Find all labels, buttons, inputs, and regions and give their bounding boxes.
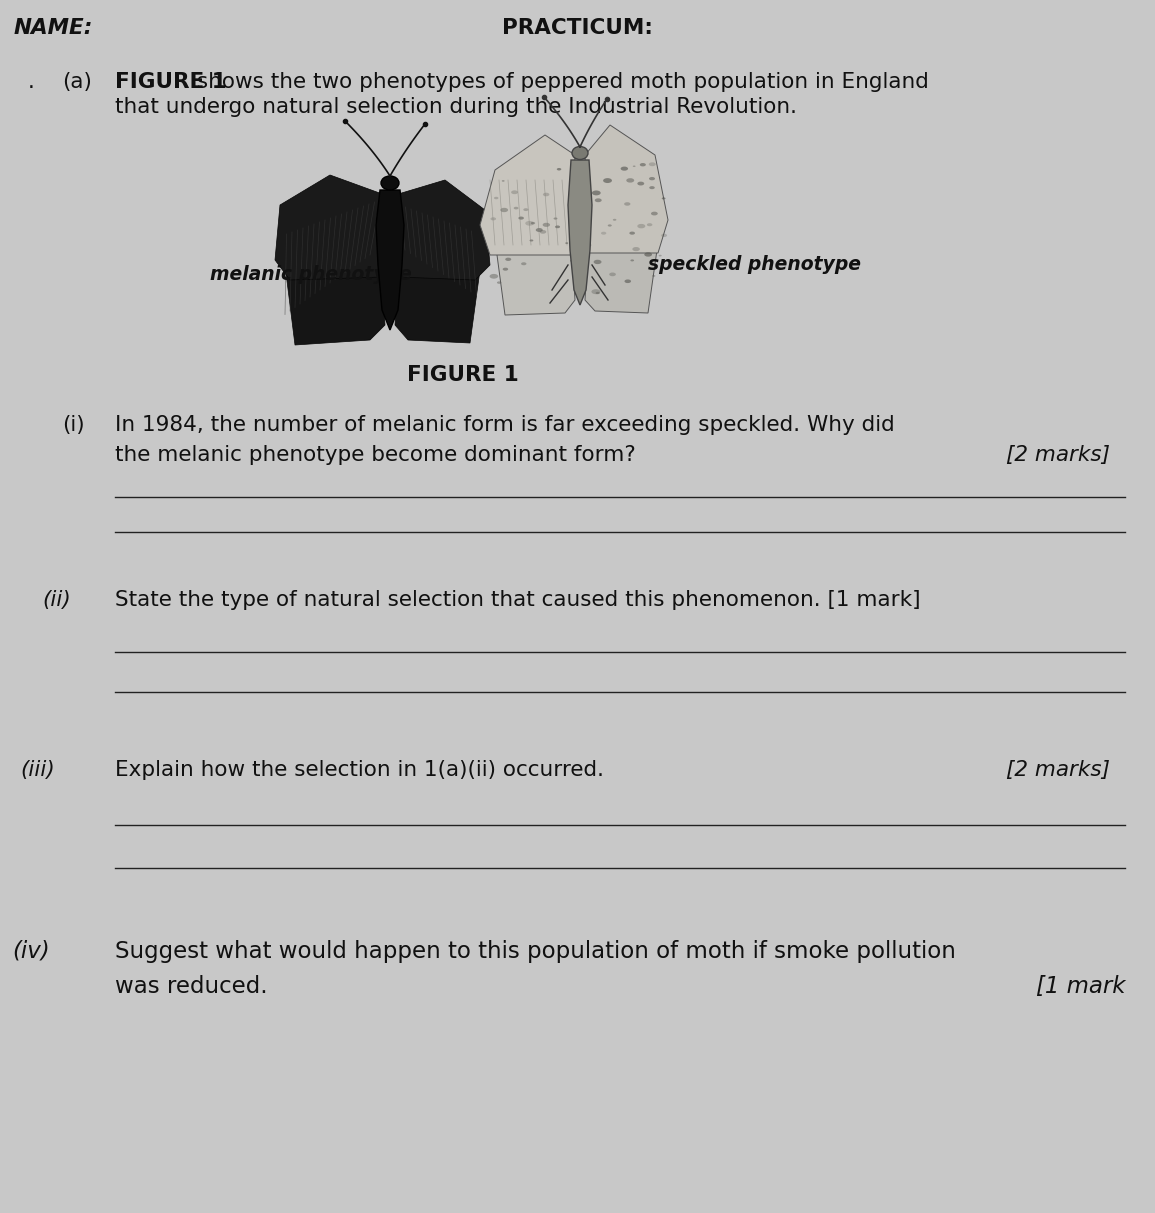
Ellipse shape — [543, 193, 550, 197]
Ellipse shape — [595, 199, 602, 203]
Ellipse shape — [640, 163, 646, 166]
Text: FIGURE 1: FIGURE 1 — [116, 72, 226, 92]
Ellipse shape — [603, 178, 612, 183]
Ellipse shape — [556, 226, 560, 228]
Ellipse shape — [591, 190, 601, 195]
Ellipse shape — [625, 279, 631, 283]
Polygon shape — [285, 264, 385, 344]
Ellipse shape — [609, 273, 616, 277]
Ellipse shape — [608, 224, 612, 227]
Text: [2 marks]: [2 marks] — [1006, 445, 1110, 465]
Text: the melanic phenotype become dominant form?: the melanic phenotype become dominant fo… — [116, 445, 635, 465]
Text: shows the two phenotypes of peppered moth population in England: shows the two phenotypes of peppered mot… — [191, 72, 929, 92]
Ellipse shape — [651, 211, 658, 216]
Ellipse shape — [491, 217, 495, 221]
Ellipse shape — [521, 262, 527, 266]
Ellipse shape — [565, 243, 568, 244]
Ellipse shape — [500, 207, 508, 212]
Ellipse shape — [620, 166, 628, 171]
Text: [1 mark: [1 mark — [1036, 975, 1125, 998]
Ellipse shape — [497, 281, 501, 284]
Text: Suggest what would happen to this population of moth if smoke pollution: Suggest what would happen to this popula… — [116, 940, 956, 963]
Text: speckled phenotype: speckled phenotype — [648, 256, 860, 274]
Ellipse shape — [512, 190, 517, 194]
Ellipse shape — [526, 221, 534, 226]
Ellipse shape — [638, 224, 646, 228]
Text: In 1984, the number of melanic form is far exceeding speckled. Why did: In 1984, the number of melanic form is f… — [116, 415, 895, 435]
Ellipse shape — [501, 181, 505, 182]
Text: melanic phenotype: melanic phenotype — [210, 266, 411, 285]
Ellipse shape — [596, 292, 599, 295]
Ellipse shape — [539, 230, 546, 234]
Text: (iv): (iv) — [12, 940, 50, 963]
Text: was reduced.: was reduced. — [116, 975, 268, 998]
Polygon shape — [584, 125, 668, 254]
Ellipse shape — [649, 163, 656, 166]
Ellipse shape — [626, 178, 634, 183]
Ellipse shape — [505, 257, 512, 261]
Ellipse shape — [514, 206, 519, 210]
Ellipse shape — [571, 260, 575, 262]
Ellipse shape — [594, 260, 602, 264]
Polygon shape — [275, 175, 385, 280]
Ellipse shape — [649, 177, 655, 181]
Text: Explain how the selection in 1(a)(ii) occurred.: Explain how the selection in 1(a)(ii) oc… — [116, 761, 604, 780]
Text: State the type of natural selection that caused this phenomenon. [1 mark]: State the type of natural selection that… — [116, 590, 921, 610]
Ellipse shape — [661, 234, 668, 237]
Ellipse shape — [633, 165, 635, 167]
Ellipse shape — [543, 223, 550, 227]
Text: that undergo natural selection during the Industrial Revolution.: that undergo natural selection during th… — [116, 97, 797, 116]
Ellipse shape — [601, 232, 606, 234]
Polygon shape — [480, 135, 575, 255]
Polygon shape — [377, 190, 404, 330]
Text: FIGURE 1: FIGURE 1 — [407, 365, 519, 385]
Ellipse shape — [502, 268, 508, 270]
Ellipse shape — [587, 182, 590, 184]
Ellipse shape — [582, 203, 590, 206]
Ellipse shape — [568, 207, 575, 211]
Ellipse shape — [519, 217, 524, 220]
Ellipse shape — [647, 223, 653, 227]
Ellipse shape — [629, 232, 635, 234]
Text: PRACTICUM:: PRACTICUM: — [501, 18, 653, 38]
Text: (iii): (iii) — [20, 761, 54, 780]
Polygon shape — [568, 160, 593, 304]
Ellipse shape — [529, 239, 534, 241]
Ellipse shape — [632, 247, 640, 251]
Ellipse shape — [553, 217, 558, 220]
Ellipse shape — [490, 274, 498, 279]
Polygon shape — [584, 243, 658, 313]
Text: (a): (a) — [62, 72, 92, 92]
Text: (i): (i) — [62, 415, 84, 435]
Text: .: . — [28, 72, 35, 92]
Ellipse shape — [662, 198, 665, 199]
Ellipse shape — [644, 252, 653, 257]
Ellipse shape — [653, 275, 655, 277]
Ellipse shape — [649, 186, 655, 189]
Ellipse shape — [624, 203, 631, 206]
Ellipse shape — [591, 289, 601, 295]
Ellipse shape — [536, 228, 543, 232]
Ellipse shape — [658, 255, 662, 256]
Ellipse shape — [557, 167, 561, 171]
Ellipse shape — [494, 197, 499, 199]
Polygon shape — [395, 270, 480, 343]
Ellipse shape — [381, 176, 398, 190]
Text: (ii): (ii) — [42, 590, 70, 610]
Ellipse shape — [638, 182, 644, 186]
Polygon shape — [495, 240, 575, 315]
Text: [2 marks]: [2 marks] — [1006, 761, 1110, 780]
Polygon shape — [395, 180, 490, 280]
Ellipse shape — [631, 260, 634, 262]
Text: NAME:: NAME: — [14, 18, 94, 38]
Ellipse shape — [613, 218, 617, 221]
Ellipse shape — [523, 209, 529, 211]
Ellipse shape — [572, 147, 588, 159]
Ellipse shape — [531, 222, 535, 224]
Ellipse shape — [583, 243, 591, 247]
